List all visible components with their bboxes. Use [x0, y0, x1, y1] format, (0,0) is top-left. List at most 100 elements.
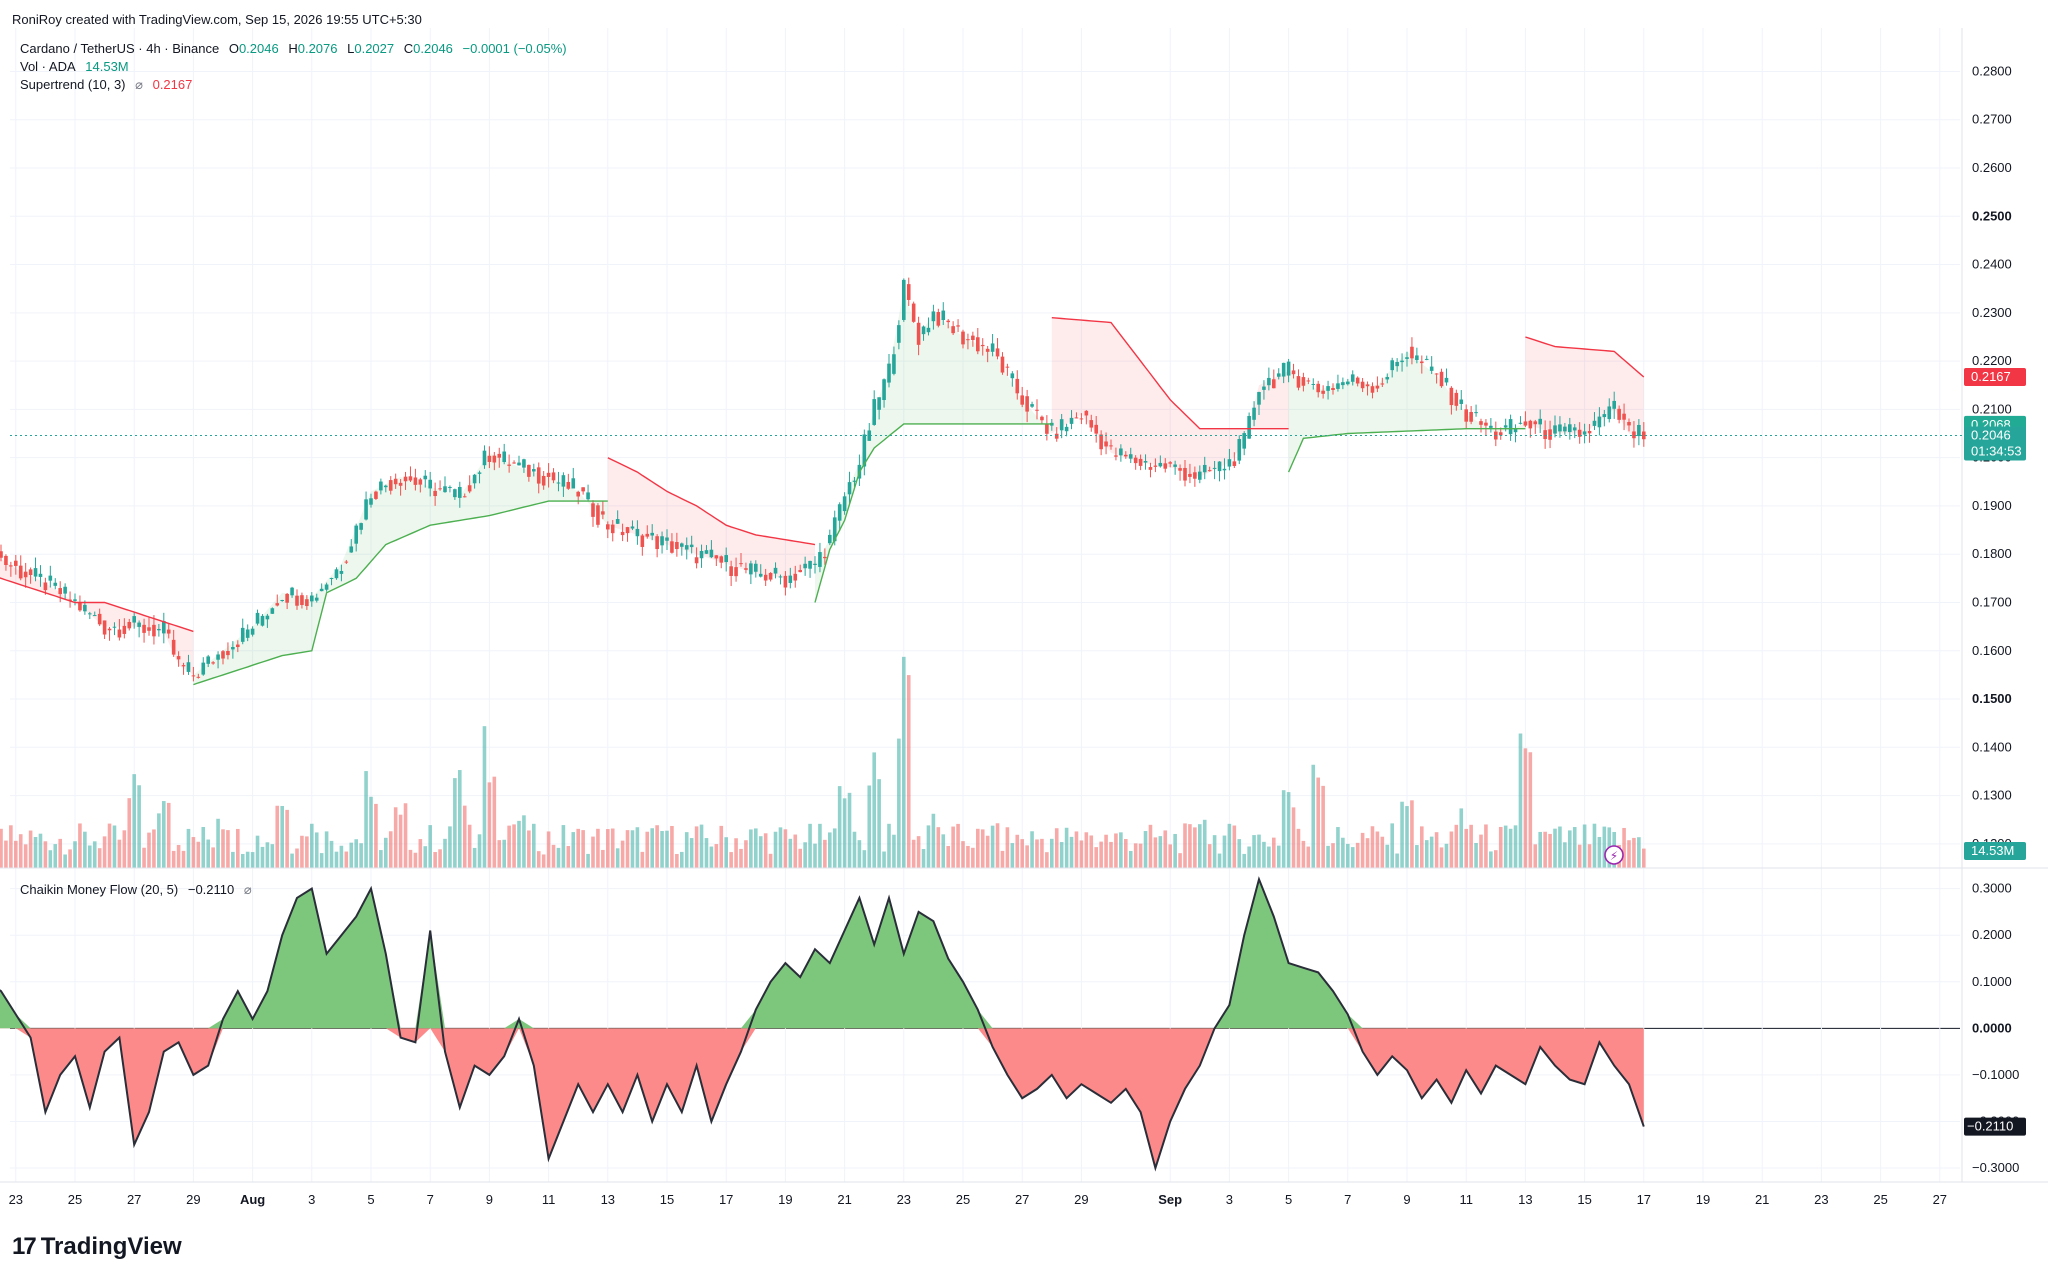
candle-body	[916, 322, 921, 345]
candle-body	[127, 621, 132, 629]
candle-body	[517, 462, 521, 466]
time-tick-label: 25	[956, 1192, 970, 1207]
candle-body	[1558, 424, 1562, 432]
volume-bar	[768, 853, 773, 868]
time-tick-label: 11	[542, 1192, 556, 1207]
symbol-name[interactable]: Cardano / TetherUS · 4h · Binance	[20, 41, 220, 56]
candle-body	[1444, 377, 1449, 383]
candle-body	[699, 550, 704, 559]
supertrend-band	[607, 457, 815, 579]
countdown-badge: 01:34:53	[1971, 443, 2022, 458]
volume-bar	[808, 823, 812, 868]
candle-body	[1503, 425, 1508, 428]
candle-body	[734, 567, 738, 577]
volume-bar	[823, 839, 827, 868]
volume-bar	[408, 849, 413, 868]
candle-body	[610, 524, 615, 534]
volume-bar	[1114, 833, 1118, 868]
volume-bar	[398, 814, 403, 868]
tradingview-logo[interactable]: 17 TradingView	[12, 1233, 182, 1261]
candle-body	[808, 560, 812, 569]
candle-body	[1508, 419, 1513, 435]
candle-body	[1360, 381, 1365, 389]
candle-body	[1622, 413, 1626, 420]
volume-bar	[364, 771, 368, 868]
volume-bar	[1331, 843, 1335, 868]
candle-body	[586, 492, 590, 500]
time-tick-label: 23	[897, 1192, 911, 1207]
candle-body	[1128, 454, 1133, 459]
volume-bar	[1217, 853, 1222, 868]
candle-body	[1291, 370, 1296, 375]
candle-body	[1326, 386, 1330, 391]
volume-bar	[1094, 847, 1098, 868]
eye-icon[interactable]: ⌀	[135, 77, 143, 92]
legend-cmf[interactable]: Chaikin Money Flow (20, 5) −0.2110 ⌀	[20, 882, 258, 898]
volume-bar	[1291, 807, 1296, 868]
legend-volume[interactable]: Vol · ADA 14.53M	[20, 59, 135, 74]
candle-body	[1642, 431, 1646, 440]
volume-bar	[1370, 826, 1375, 868]
volume-bar	[127, 798, 132, 868]
volume-bar	[961, 841, 965, 868]
candle-body	[319, 588, 324, 592]
volume-bar	[1420, 826, 1424, 868]
candle-body	[63, 586, 67, 594]
volume-bar	[1198, 824, 1202, 868]
candle-body	[941, 310, 946, 321]
volume-bar	[660, 831, 664, 868]
volume-bar	[1385, 844, 1390, 868]
candle-body	[635, 528, 640, 537]
candle-body	[1380, 383, 1385, 385]
candle-body	[1005, 366, 1010, 368]
candle-body	[1533, 421, 1538, 425]
candle-body	[1434, 373, 1439, 375]
candle-body	[1267, 377, 1271, 386]
volume-bar	[1632, 837, 1636, 868]
cmf-tick-label: 0.3000	[1972, 881, 2012, 896]
candle-body	[147, 627, 151, 631]
candle-body	[1612, 400, 1616, 409]
volume-bar	[290, 853, 294, 868]
volume-bar	[1469, 824, 1473, 868]
volume-bar	[236, 828, 240, 868]
volume-bar	[1518, 733, 1523, 868]
legend-supertrend[interactable]: Supertrend (10, 3) ⌀ 0.2167	[20, 77, 198, 93]
volume-bar	[1257, 834, 1261, 868]
candle-body	[1582, 431, 1587, 435]
volume-bar	[1341, 837, 1345, 868]
volume-bar	[418, 839, 423, 868]
volume-label[interactable]: Vol · ADA	[20, 59, 76, 74]
volume-bar	[73, 841, 77, 868]
candle-body	[946, 320, 950, 323]
candle-body	[245, 629, 250, 638]
volume-bar	[1543, 831, 1547, 868]
legend-ohlc[interactable]: Cardano / TetherUS · 4h · Binance O0.204…	[20, 41, 573, 56]
cmf-label[interactable]: Chaikin Money Flow (20, 5)	[20, 882, 179, 897]
volume-bar	[1104, 834, 1108, 868]
time-tick-label: 27	[127, 1192, 141, 1207]
supertrend-label[interactable]: Supertrend (10, 3)	[20, 77, 126, 92]
volume-bar	[980, 829, 985, 868]
candle-body	[1523, 421, 1528, 426]
candle-body	[704, 550, 709, 554]
eye-icon[interactable]: ⌀	[243, 882, 252, 897]
volume-bar	[33, 836, 38, 868]
volume-bar	[1069, 836, 1074, 868]
candle-body	[393, 478, 398, 485]
volume-bar	[379, 850, 383, 868]
candle-body	[1538, 418, 1542, 425]
volume-bar	[1212, 835, 1217, 868]
volume-bar	[1622, 827, 1626, 868]
volume-bar	[255, 835, 260, 868]
candle-body	[339, 570, 344, 574]
candle-body	[1035, 409, 1039, 411]
time-tick-label: 5	[1285, 1192, 1292, 1207]
volume-bar	[1025, 845, 1029, 868]
volume-bar	[305, 836, 309, 868]
volume-bar	[976, 828, 980, 868]
volume-bar	[936, 827, 941, 868]
candle-body	[832, 517, 837, 542]
lightning-icon	[1604, 845, 1624, 865]
